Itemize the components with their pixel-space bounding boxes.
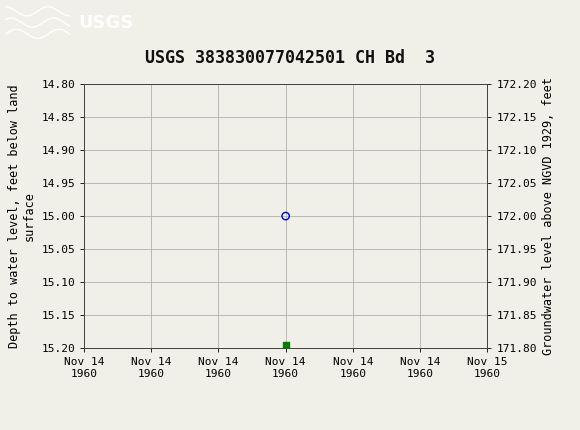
Y-axis label: Groundwater level above NGVD 1929, feet: Groundwater level above NGVD 1929, feet	[542, 77, 555, 355]
Y-axis label: Depth to water level, feet below land
surface: Depth to water level, feet below land su…	[8, 84, 36, 348]
Point	[281, 212, 290, 219]
Text: USGS 383830077042501 CH Bd  3: USGS 383830077042501 CH Bd 3	[145, 49, 435, 67]
Text: USGS: USGS	[78, 14, 133, 31]
Point	[281, 341, 290, 348]
